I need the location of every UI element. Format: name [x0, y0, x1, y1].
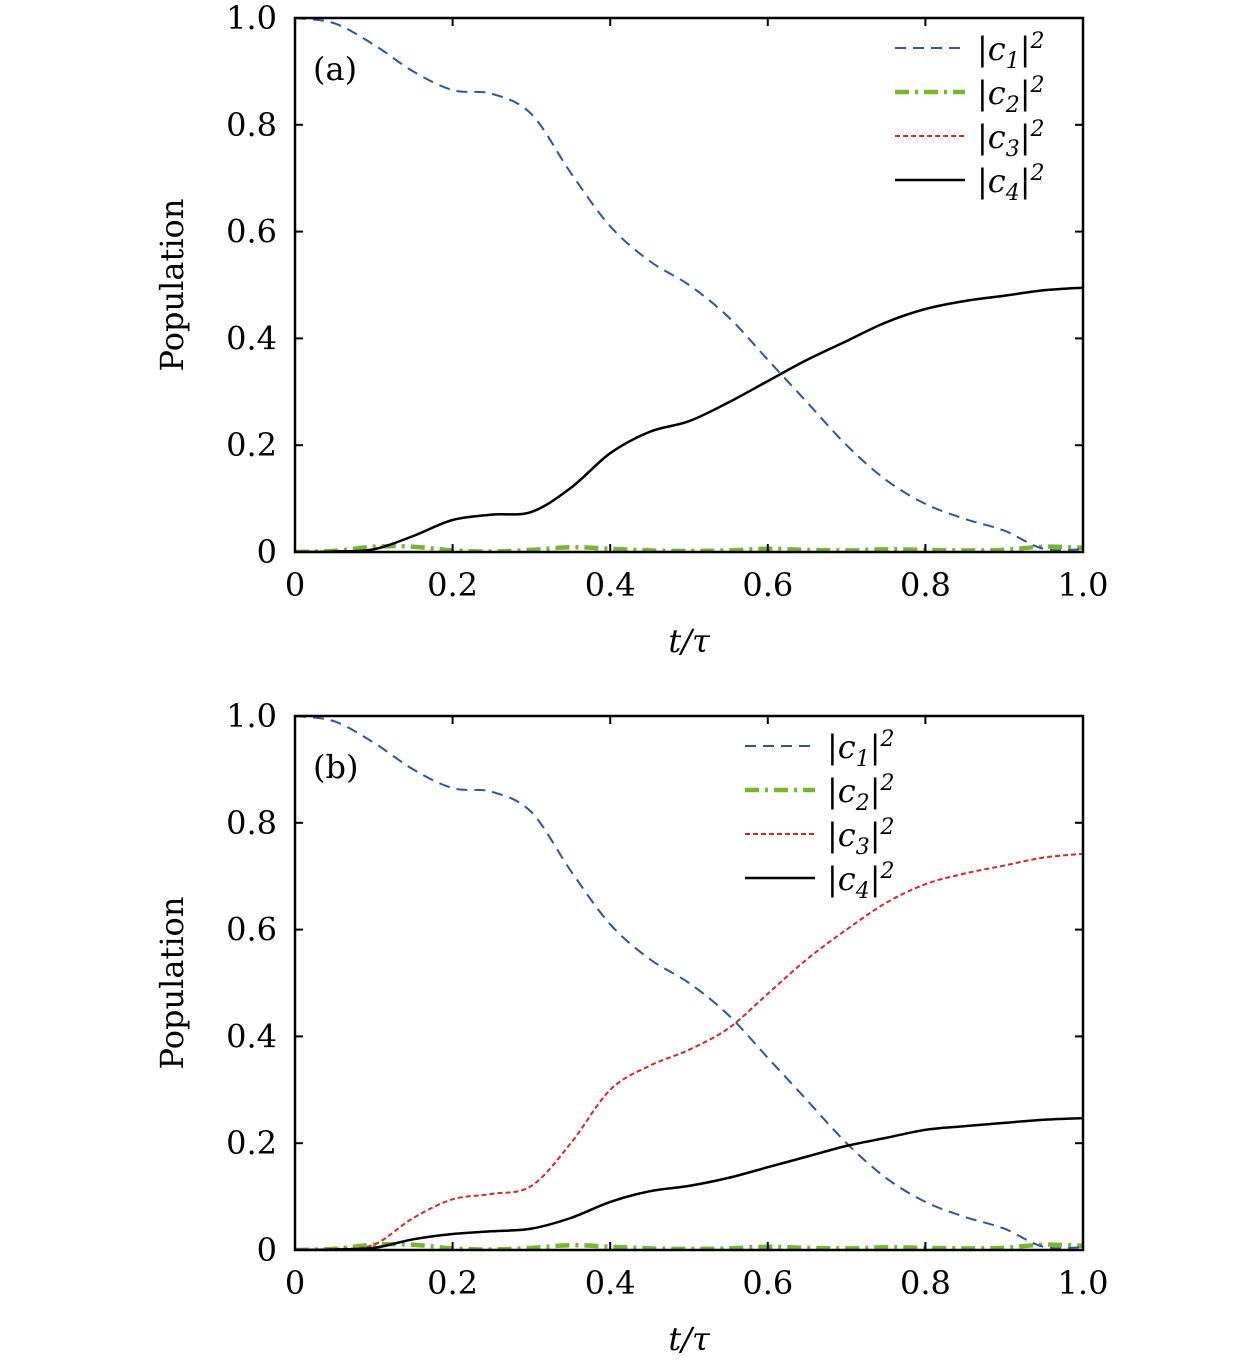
panel-label: (b): [313, 748, 358, 786]
x-tick-label: 0.6: [742, 1264, 793, 1302]
y-axis-label: Population: [153, 199, 191, 372]
chart-panel-a: 0 0.2 0.4 0.6 0.8 1.0 0 0.2 0.4 0.6 0.8 1.0 t/τ Popul…: [153, 0, 1108, 660]
x-axis-label: t/τ: [668, 1320, 711, 1358]
plot-frame: [293, 714, 1085, 1252]
y-tick-label: 0.8: [226, 106, 277, 144]
x-tick-label: 0.2: [427, 1264, 478, 1302]
series-line-c2: [295, 1241, 1083, 1250]
y-tick-label: 0.2: [226, 426, 277, 464]
legend-label: |c3|2: [977, 117, 1044, 162]
x-tick-label: 0.8: [900, 1264, 951, 1302]
series-line-c3: [295, 852, 1083, 1250]
x-tick-label: 1.0: [1058, 566, 1109, 604]
legend-label: |c3|2: [827, 815, 894, 860]
series-line-c4: [295, 1116, 1083, 1250]
y-tick-label: 0.6: [226, 213, 277, 251]
x-tick-label: 0.4: [585, 1264, 636, 1302]
series-line-c2: [295, 543, 1083, 552]
x-tick-label: 0: [285, 566, 305, 604]
y-tick-label: 1.0: [226, 0, 277, 37]
x-axis-label: t/τ: [668, 622, 711, 660]
x-tick-label: 0.4: [585, 566, 636, 604]
x-tick-label: 0.6: [742, 566, 793, 604]
x-tick-label: 0.2: [427, 566, 478, 604]
legend-label: |c2|2: [977, 73, 1044, 118]
x-tick-label: 0: [285, 1264, 305, 1302]
legend: |c1|2|c2|2|c3|2|c4|2: [745, 727, 894, 904]
y-tick-label: 0.6: [226, 911, 277, 949]
plot-frame: [293, 16, 1085, 554]
y-axis-label: Population: [153, 897, 191, 1070]
legend-label: |c1|2: [827, 727, 894, 772]
y-tick-label: 0.2: [226, 1124, 277, 1162]
legend-label: |c2|2: [827, 771, 894, 816]
y-tick-label: 0.4: [226, 319, 277, 357]
series-line-c1: [295, 17, 1083, 552]
y-tick-label: 1.0: [226, 697, 277, 735]
y-tick-label: 0.8: [226, 804, 277, 842]
legend-label: |c1|2: [977, 29, 1044, 74]
legend: |c1|2|c2|2|c3|2|c4|2: [895, 29, 1044, 206]
x-tick-label: 0.8: [900, 566, 951, 604]
series-line-c1: [295, 715, 1083, 1250]
y-tick-label: 0.4: [226, 1017, 277, 1055]
series-line-c4: [295, 286, 1083, 552]
y-tick-label: 0: [257, 533, 277, 571]
legend-label: |c4|2: [827, 859, 894, 904]
x-tick-label: 1.0: [1058, 1264, 1109, 1302]
series-line-c3: [295, 286, 1083, 552]
y-tick-label: 0: [257, 1231, 277, 1269]
chart-panel-b: 0 0.2 0.4 0.6 0.8 1.0 0 0.2 0.4 0.6 0.8 1.0 t/τ Popul…: [153, 697, 1108, 1358]
legend-label: |c4|2: [977, 161, 1044, 206]
panel-label: (a): [313, 50, 357, 88]
